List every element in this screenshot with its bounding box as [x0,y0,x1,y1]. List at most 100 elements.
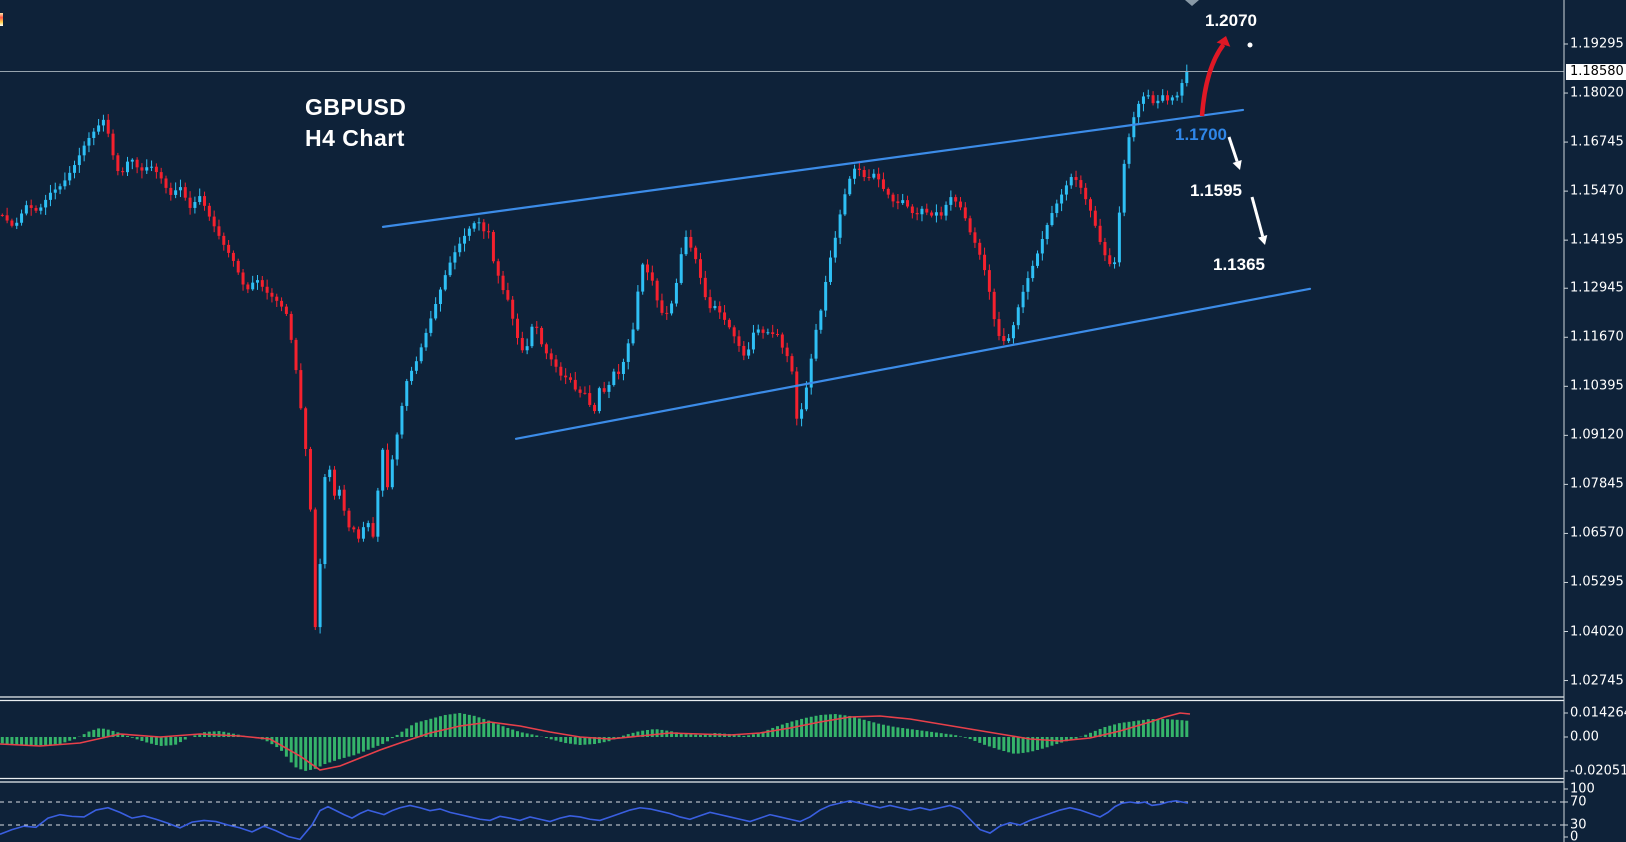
candle-body [280,300,284,307]
candle-body [29,205,33,208]
candle-body [188,197,192,208]
candle-body [607,384,611,392]
candle-body [670,303,674,314]
symbol-title: GBPUSD [305,94,407,120]
candle-body [145,167,149,171]
candle-body [366,523,370,528]
macd-signal-line [0,712,1191,771]
candle-body [963,207,967,219]
candle-body [140,167,144,171]
candle-body [949,197,953,205]
candle-body [73,165,77,173]
candle-body [130,159,134,162]
candle-body [535,326,539,328]
main-price-chart[interactable] [0,0,1626,697]
candle-body [795,371,799,419]
candle-body [304,408,308,449]
candle-body [135,159,139,168]
candle-body [559,366,563,376]
candle-body [881,179,885,189]
candle-body [944,204,948,216]
candle-body [328,469,332,478]
candle-body [106,119,110,134]
price-tick-label: 1.05295 [1570,574,1624,590]
candle-body [958,201,962,208]
candle-body [53,189,57,193]
candle-body [361,527,365,539]
candle-body [939,212,943,216]
window-corner-artifact [0,13,3,26]
candle-body [554,359,558,367]
price-tick-label: 1.02745 [1570,673,1624,689]
candle-body [482,222,486,232]
channel-trendline-upper[interactable] [381,108,1245,228]
target-label-1595: 1.1595 [1190,181,1242,200]
price-tick-label: 1.07845 [1570,476,1624,492]
candle-body [1045,225,1049,240]
candle-body [506,290,510,300]
candle-body [520,337,524,351]
candle-body [1069,177,1073,186]
candle-body [275,296,279,301]
candle-body [742,345,746,356]
candle-body [973,232,977,243]
candle-body [323,477,327,565]
candle-body [20,213,24,223]
candle-body [1180,83,1184,96]
candle-body [395,434,399,460]
candle-body [703,277,707,298]
candle-body [655,280,659,301]
candle-body [101,119,105,126]
candle-body [617,371,621,374]
candle-body [477,222,481,224]
candle-body [650,272,654,281]
candle-body [150,166,154,168]
candle-body [260,280,264,287]
candle-body [77,155,81,166]
candle-body [429,318,433,333]
candle-body [1170,97,1174,101]
candle-body [698,259,702,278]
candle-body [419,347,423,362]
candle-body [930,212,934,216]
timeframe-title: H4 Chart [305,125,405,151]
candle-body [1079,180,1083,188]
target-label-1365: 1.1365 [1213,255,1265,274]
candle-body [593,404,597,412]
candle-body [968,218,972,233]
candle-body [771,332,775,335]
candle-body [92,131,96,138]
candle-body [573,379,577,390]
candle-body [1084,187,1088,200]
channel-trendline-lower[interactable] [514,287,1312,440]
price-tick-label: 1.06570 [1570,525,1624,541]
candle-body [549,353,553,360]
candle-body [352,527,356,530]
candle-body [1031,265,1035,279]
candle-body [68,172,72,181]
timeframe-marker-icon [1185,0,1199,6]
candle-body [207,205,211,217]
candle-body [357,529,361,539]
candle-body [183,187,187,198]
candle-body [809,358,813,388]
candle-body [227,244,231,253]
indicator-tick-label: 0 [1570,829,1579,842]
candle-body [193,202,197,208]
candle-body [780,334,784,348]
candle-body [284,306,288,314]
candle-body [125,161,129,173]
candle-body [641,264,645,292]
candle-body [1074,177,1078,181]
candle-body [251,282,255,290]
white-down-arrow-icon-2-head [1258,235,1268,245]
candle-body [496,261,500,276]
candle-body [708,297,712,309]
candle-body [501,275,505,291]
indicator-tick-label: 70 [1570,794,1587,810]
candle-body [800,409,804,419]
candle-body [381,449,385,491]
candle-body [448,262,452,276]
